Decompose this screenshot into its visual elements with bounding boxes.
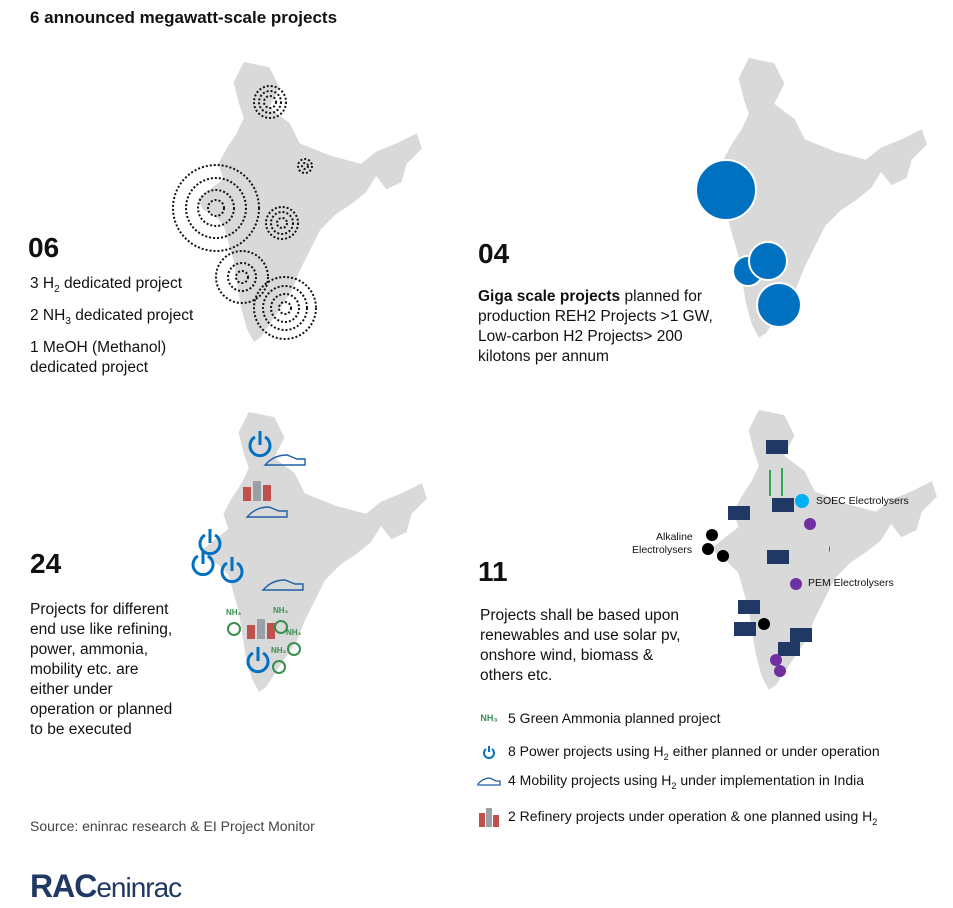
- alkaline-label-1: Alkaline: [656, 531, 693, 543]
- q1-description: 3 H2 dedicated project 2 NH3 dedicated p…: [30, 275, 194, 377]
- power-icon: [248, 431, 272, 458]
- ammonia-icon: NH₃: [286, 628, 302, 656]
- soec-dot: [795, 494, 809, 508]
- q3-description: Projects for different end use like refin…: [30, 601, 173, 738]
- alkaline-dot: [717, 550, 729, 562]
- car-icon: [261, 579, 304, 591]
- marker-central: [276, 217, 288, 229]
- giga-circle-south-3: [756, 282, 802, 328]
- solar-panel-icon: [790, 628, 812, 642]
- marker-west: [207, 199, 225, 217]
- concentric-markers-q1: [172, 85, 317, 340]
- power-icon: [246, 647, 270, 674]
- source-note: Source: eninrac research & EI Project Mo…: [30, 818, 315, 834]
- car-icon: [476, 775, 502, 787]
- soec-label: SOEC Electrolysers: [816, 495, 909, 507]
- car-icon: [263, 454, 306, 466]
- q2-description: Giga scale projects planned for producti…: [478, 288, 713, 365]
- q1-count: 06: [28, 232, 60, 263]
- alkaline-dot: [706, 529, 718, 541]
- ammonia-icon: NH₃: [271, 646, 287, 674]
- solar-panel-icon: [728, 506, 750, 520]
- wind-turbine-icon: [769, 468, 783, 496]
- refinery-icon: [247, 619, 275, 639]
- ammonia-icon: NH₃: [480, 713, 498, 723]
- end-use-icons: NH₃ NH₃ NH₃ NH₃: [191, 431, 306, 674]
- pem-label: PEM Electrolysers: [808, 577, 894, 589]
- pem-dot: [774, 665, 786, 677]
- power-icon: [220, 557, 244, 584]
- ammonia-icon: NH₃: [226, 608, 242, 636]
- legend-ammonia: NH₃ 5 Green Ammonia planned project: [476, 710, 720, 726]
- svg-text:NH₃: NH₃: [286, 628, 302, 637]
- giga-circle-west: [695, 159, 757, 221]
- marker-south-2: [278, 301, 292, 315]
- pem-dot: [790, 578, 802, 590]
- ammonia-icon: NH₃: [273, 606, 289, 634]
- refinery-icon: [243, 481, 271, 501]
- power-icon: [191, 550, 215, 577]
- power-icon: [476, 745, 502, 760]
- solar-panel-icon: [767, 550, 789, 564]
- pem-dot: [770, 654, 782, 666]
- pem-dot: [829, 545, 830, 553]
- page-title: 6 announced megawatt-scale projects: [30, 8, 338, 27]
- giga-project-circles: [695, 159, 802, 328]
- marker-south-1: [235, 270, 249, 284]
- svg-text:NH₃: NH₃: [271, 646, 287, 655]
- solar-panel-icon: [734, 622, 756, 636]
- car-icon: [245, 506, 288, 518]
- q4-count: 11: [478, 556, 508, 587]
- solar-panel-icon: [778, 642, 800, 656]
- svg-text:NH₃: NH₃: [226, 608, 242, 617]
- solar-panel-icon: [738, 600, 760, 614]
- power-icon: [198, 529, 222, 556]
- svg-text:NH₃: NH₃: [273, 606, 289, 615]
- giga-circle-south-2: [748, 241, 788, 281]
- legend-power: 8 Power projects using H2 either planned…: [476, 743, 880, 762]
- solar-panel-icon: [766, 440, 788, 454]
- refinery-icon: [476, 805, 502, 829]
- q4-description: Projects shall be based upon renewables a…: [480, 607, 681, 684]
- q3-count: 24: [30, 548, 62, 579]
- marker-north: [263, 95, 277, 109]
- alkaline-dot: [758, 618, 770, 630]
- electrolyser-markers: [702, 440, 830, 677]
- marker-east: [301, 162, 309, 170]
- alkaline-dot: [702, 543, 714, 555]
- alkaline-label-2: Electrolysers: [632, 544, 693, 556]
- eninrac-logo: RACeninrac: [30, 868, 182, 904]
- solar-panel-icon: [772, 498, 794, 512]
- q2-count: 04: [478, 238, 510, 269]
- legend-mobility: 4 Mobility projects using H2 under imple…: [476, 772, 864, 791]
- pem-dot: [804, 518, 816, 530]
- legend-refinery: 2 Refinery projects under operation & on…: [476, 805, 877, 829]
